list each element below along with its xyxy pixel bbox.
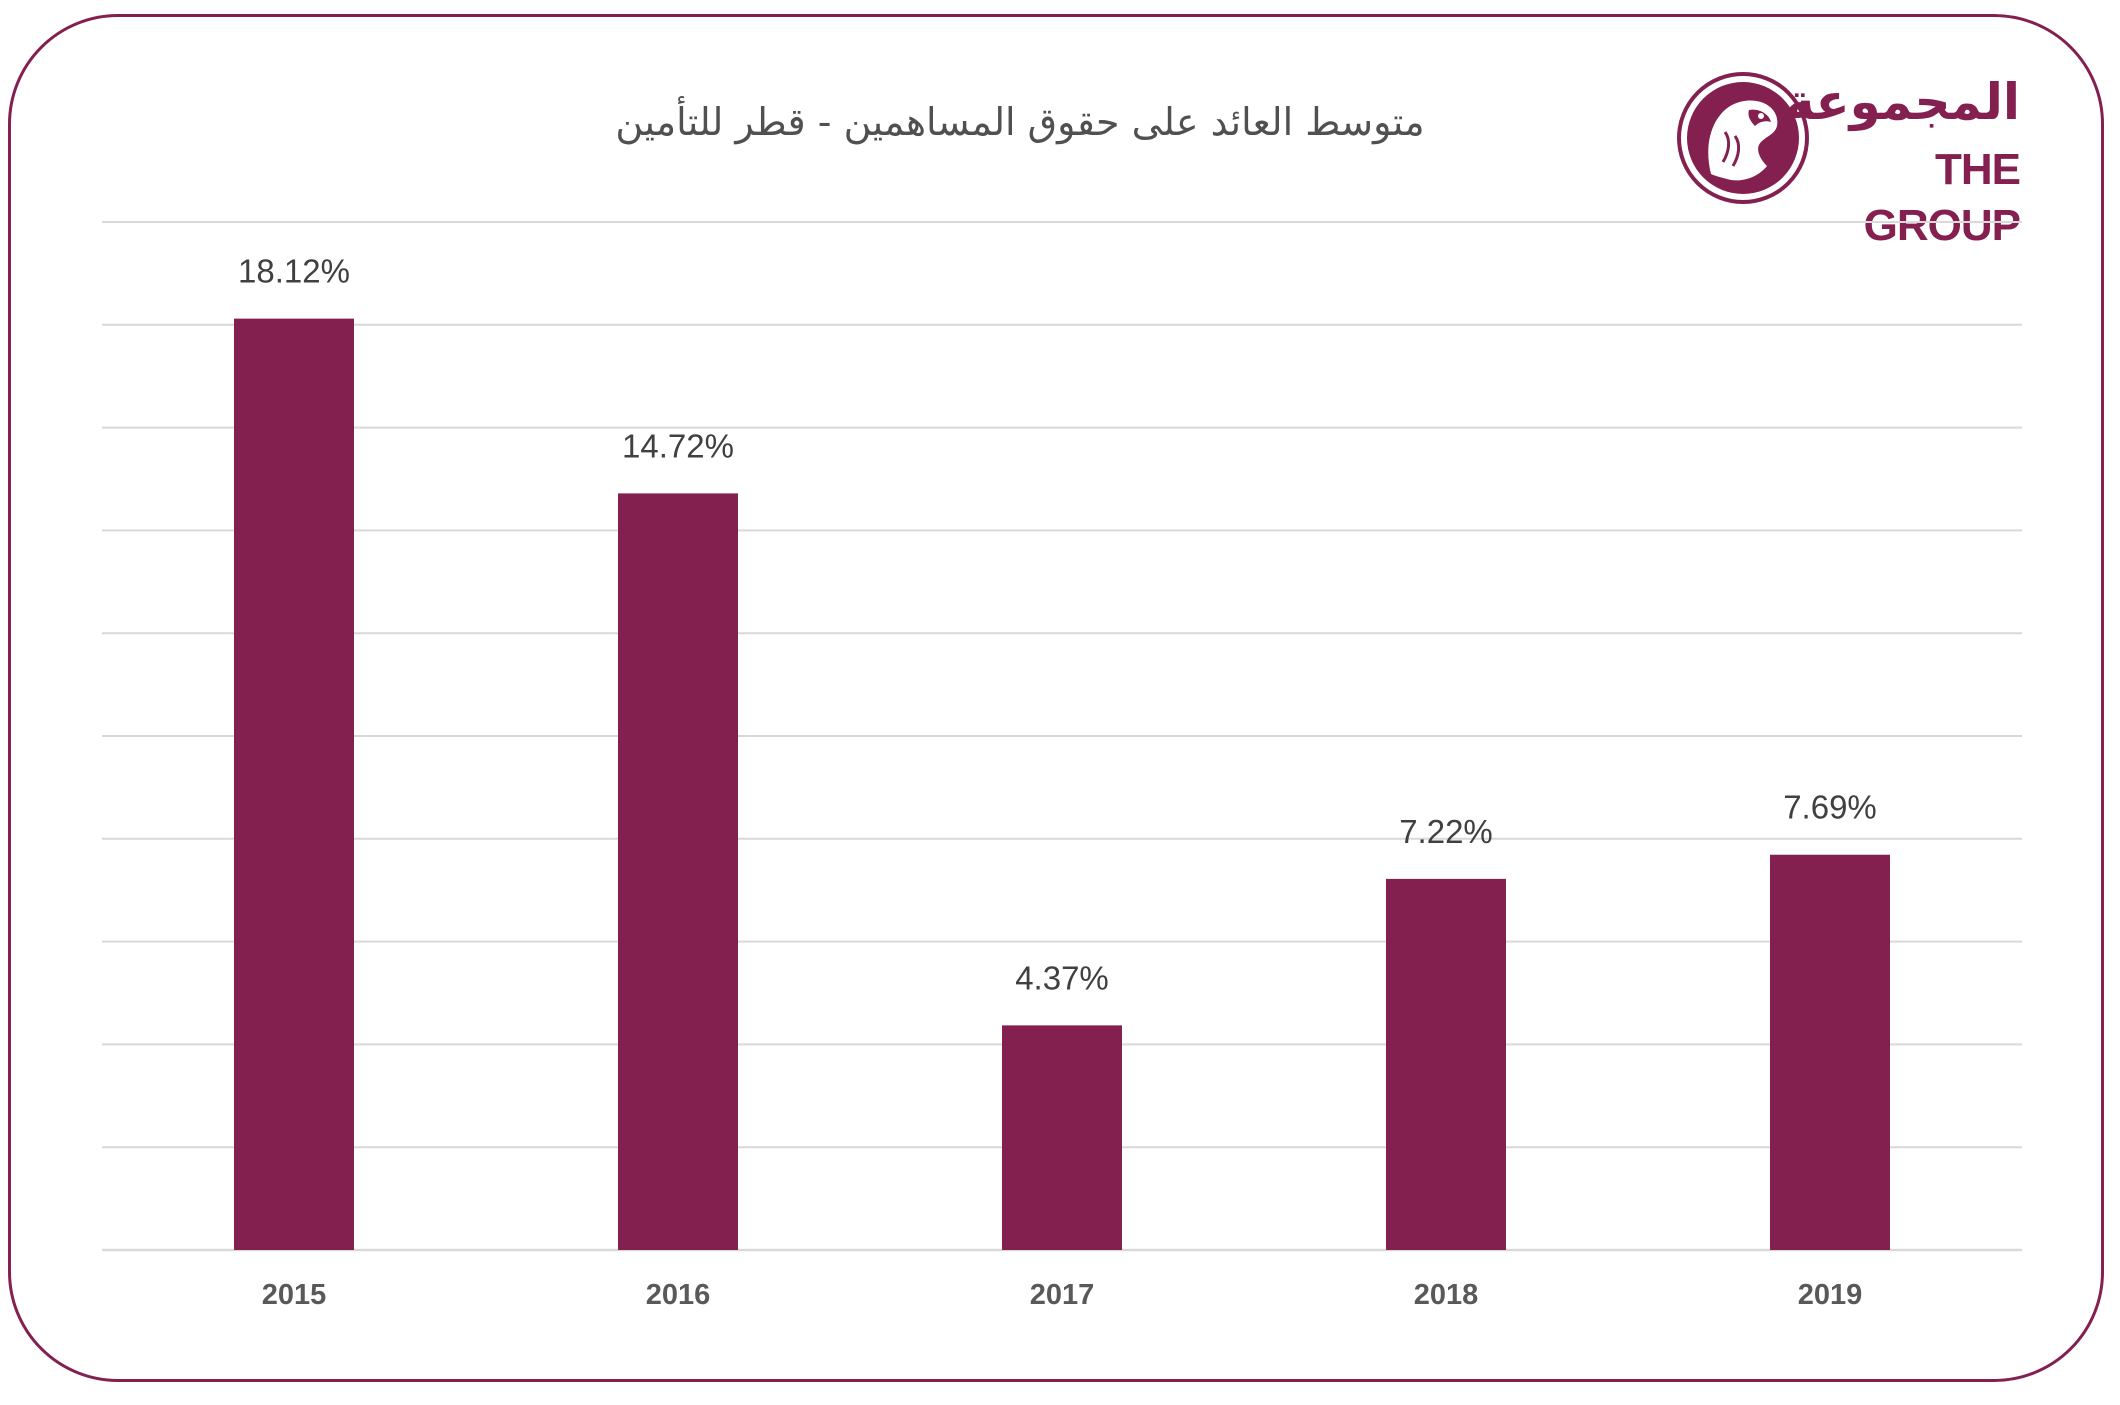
bars — [234, 318, 1890, 1251]
chart-title: متوسط العائد على حقوق المساهمين - قطر لل… — [615, 100, 1425, 144]
x-tick-2015: 2015 — [262, 1279, 327, 1311]
x-tick-2017: 2017 — [1030, 1279, 1095, 1311]
bar-2015 — [234, 318, 354, 1251]
data-label-2017: 4.37% — [1015, 959, 1109, 996]
data-labels: 18.12% 14.72% 4.37% 7.22% 7.69% — [238, 253, 1877, 997]
x-tick-2016: 2016 — [646, 1279, 711, 1311]
data-label-2018: 7.22% — [1399, 813, 1493, 850]
data-label-2015: 18.12% — [238, 253, 350, 290]
bar-2018 — [1386, 878, 1506, 1250]
x-tick-2019: 2019 — [1798, 1279, 1863, 1311]
logo-arabic-text: المجموعة — [1785, 73, 2020, 131]
bar-2019 — [1770, 854, 1890, 1250]
bar-2016 — [618, 493, 738, 1251]
x-tick-2018: 2018 — [1414, 1279, 1479, 1311]
company-logo: المجموعة THE GROUP — [1675, 70, 2021, 250]
bar-2017 — [1002, 1025, 1122, 1250]
data-label-2019: 7.69% — [1783, 789, 1877, 826]
logo-english-text: THE GROUP — [1863, 145, 2021, 250]
x-axis-ticks: 2015 2016 2017 2018 2019 — [262, 1279, 1863, 1311]
data-label-2016: 14.72% — [622, 427, 734, 464]
falcon-emblem-icon — [1677, 72, 1809, 204]
